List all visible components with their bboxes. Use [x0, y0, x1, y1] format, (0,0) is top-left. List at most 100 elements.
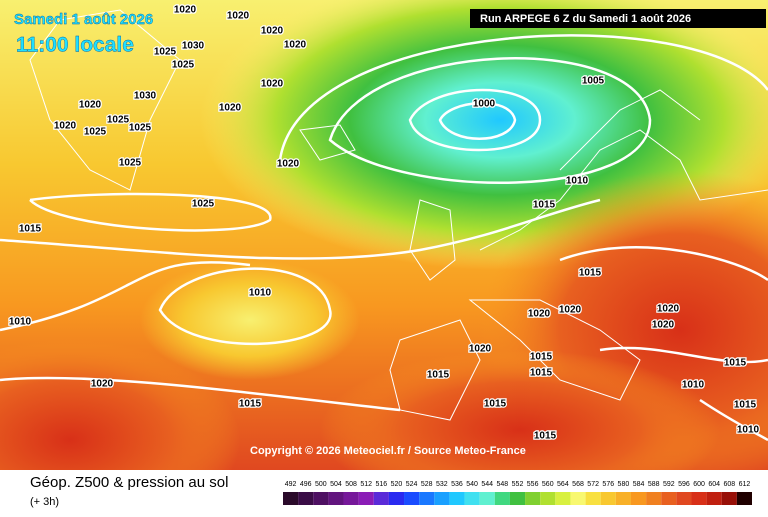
isobar-label: 1020: [79, 100, 102, 111]
isobar-label: 1020: [91, 379, 114, 390]
legend-swatch: [358, 492, 374, 505]
isobar-label: 1025: [107, 115, 130, 126]
isobar-label: 1010: [682, 380, 705, 391]
legend-label: 608: [723, 481, 735, 488]
legend-swatch: [706, 492, 722, 505]
legend-swatch: [676, 492, 692, 505]
legend-swatch: [419, 492, 435, 505]
legend-swatch: [494, 492, 510, 505]
isobar-label: 1020: [261, 26, 284, 37]
isobar-label: 1020: [469, 344, 492, 355]
run-info: Run ARPEGE 6 Z du Samedi 1 août 2026: [480, 13, 691, 25]
legend-swatch: [525, 492, 541, 505]
legend-swatch: [313, 492, 329, 505]
isobar-label: 1020: [261, 79, 284, 90]
legend-swatch: [600, 492, 616, 505]
local-time: 11:00 locale: [16, 34, 134, 57]
legend-label: 520: [391, 481, 403, 488]
legend-swatch: [434, 492, 450, 505]
legend-label: 500: [315, 481, 327, 488]
isobar-label: 1010: [566, 176, 589, 187]
isobar-label: 1030: [182, 41, 205, 52]
isobar-label: 1015: [530, 352, 553, 363]
legend-swatch: [283, 492, 299, 505]
legend-swatch: [343, 492, 359, 505]
legend-label: 548: [497, 481, 509, 488]
legend-swatch: [298, 492, 314, 505]
legend-label: 536: [451, 481, 463, 488]
legend-swatch: [721, 492, 737, 505]
copyright: Copyright © 2026 Meteociel.fr / Source M…: [250, 445, 526, 457]
isobar-labels: 1020102010201020102510301025103010201020…: [8, 3, 761, 443]
legend-swatch: [585, 492, 601, 505]
legend-label: 508: [345, 481, 357, 488]
isobar-label: 1025: [154, 47, 177, 58]
legend-swatch: [479, 492, 495, 505]
isobar-label: 1025: [172, 60, 195, 71]
legend-swatch: [736, 492, 752, 505]
run-box: [470, 9, 766, 28]
legend-label: 504: [330, 481, 342, 488]
legend-swatch: [555, 492, 571, 505]
legend-swatch: [464, 492, 480, 505]
legend-label: 492: [285, 481, 297, 488]
isobar-label: 1020: [657, 304, 680, 315]
isobar-label: 1010: [249, 288, 272, 299]
legend-label: 584: [633, 481, 645, 488]
color-legend: 492 496 500 504 508 512 516 520 524 528 532 536 540 5…: [283, 481, 752, 505]
legend-label: 588: [648, 481, 660, 488]
legend-label: 560: [542, 481, 554, 488]
legend-swatch: [449, 492, 465, 505]
legend-swatch: [646, 492, 662, 505]
legend-label: 528: [421, 481, 433, 488]
isobar-label: 1000: [473, 99, 496, 110]
isobar-label: 1025: [119, 158, 142, 169]
isobar-label: 1015: [530, 368, 553, 379]
isobar-label: 1015: [724, 358, 747, 369]
legend-swatch: [388, 492, 405, 505]
isobar-label: 1020: [559, 305, 582, 316]
isobar-label: 1025: [192, 199, 215, 210]
legend-label: 516: [375, 481, 387, 488]
legend-label: 532: [436, 481, 448, 488]
isobar-label: 1015: [734, 400, 757, 411]
isobar-label: 1025: [84, 127, 107, 138]
legend-swatch: [509, 492, 526, 505]
isobar-label: 1015: [533, 200, 556, 211]
legend-swatch: [373, 492, 389, 505]
isobar-label: 1010: [737, 425, 760, 436]
legend-swatch: [691, 492, 707, 505]
legend-label: 576: [602, 481, 614, 488]
legend-label: 544: [481, 481, 493, 488]
isobar-label: 1015: [484, 399, 507, 410]
isobar-label: 1025: [129, 123, 152, 134]
isobar-label: 1015: [534, 431, 557, 442]
isobar-label: 1005: [582, 76, 605, 87]
legend-label: 568: [572, 481, 584, 488]
isobar-label: 1020: [277, 159, 300, 170]
isobar-label: 1020: [219, 103, 242, 114]
legend-swatch: [328, 492, 344, 505]
isobar-label: 1030: [134, 91, 157, 102]
isobar-label: 1015: [239, 399, 262, 410]
isobar-label: 1020: [174, 5, 197, 16]
legend-label: 496: [300, 481, 312, 488]
legend-label: 580: [618, 481, 630, 488]
isobar-label: 1020: [284, 40, 307, 51]
legend-swatch: [630, 492, 647, 505]
isobar-label: 1010: [9, 317, 32, 328]
legend-label: 572: [587, 481, 599, 488]
legend-label: 552: [512, 481, 524, 488]
isobar-label: 1015: [19, 224, 42, 235]
legend-label: 512: [360, 481, 372, 488]
isobar-label: 1020: [528, 309, 551, 320]
footer-step: (+ 3h): [30, 496, 59, 508]
legend-label: 592: [663, 481, 675, 488]
legend-label: 556: [527, 481, 539, 488]
legend-label: 604: [708, 481, 720, 488]
footer-title: Géop. Z500 & pression au sol: [30, 474, 228, 491]
legend-label: 596: [678, 481, 690, 488]
legend-swatch: [404, 492, 420, 505]
